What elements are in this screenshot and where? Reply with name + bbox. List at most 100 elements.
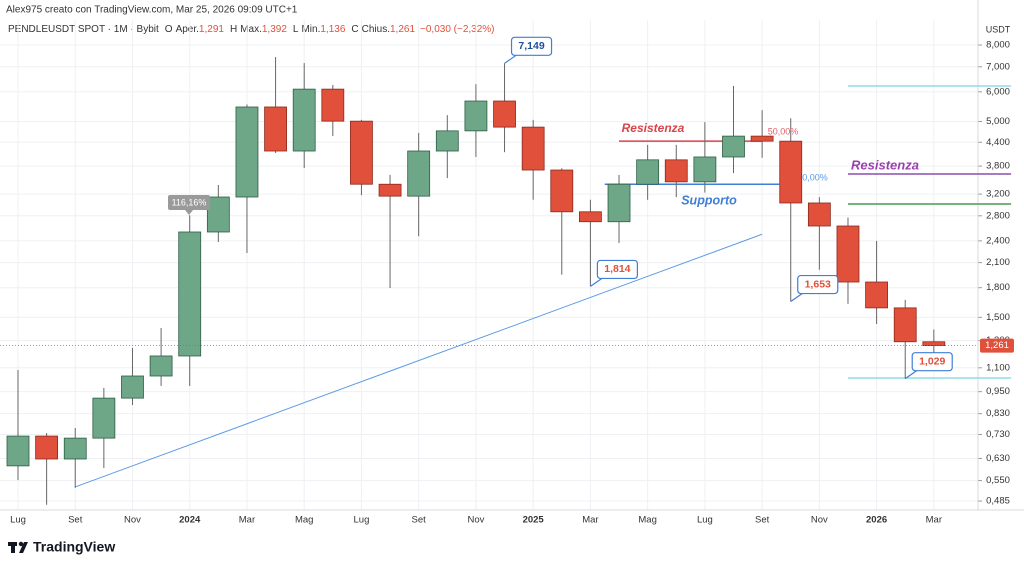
candle-body	[779, 140, 803, 204]
legend-text: Min.	[301, 24, 320, 35]
annotation: 116,16%	[172, 197, 207, 207]
annotation: 0,00%	[802, 172, 828, 182]
x-tick-label: Set	[68, 515, 83, 526]
drawing-line	[75, 233, 763, 488]
credit: Alex975 creato con TradingView.com, Mar …	[6, 5, 298, 16]
candle-body	[464, 100, 488, 132]
percent-box	[168, 195, 210, 210]
candle-body	[922, 341, 946, 346]
annotation: 50,00%	[768, 126, 799, 136]
ohlc-legend: PENDLEUSDT SPOT · 1M · Bybit O Aper.1,291 H…	[8, 24, 495, 35]
brand-logo	[8, 541, 28, 553]
y-tick-label: 2,100	[986, 257, 1010, 268]
callout-box	[510, 36, 553, 56]
brand: TradingView	[33, 539, 115, 555]
x-tick-label: 2026	[866, 515, 887, 526]
annotation: Resistenza	[622, 121, 685, 135]
y-tick-label: 2,400	[986, 235, 1010, 246]
candle-body	[836, 225, 860, 283]
candle-body	[121, 375, 144, 399]
y-tick-label: 4,400	[986, 137, 1010, 148]
x-tick-label: Set	[755, 515, 770, 526]
x-tick-label: Nov	[467, 515, 484, 526]
annotation: Supporto	[681, 193, 737, 207]
legend-value: 1,136	[320, 24, 345, 35]
candle-body	[865, 281, 888, 309]
y-tick-label: 7,000	[986, 61, 1010, 72]
callout-label: 1,814	[604, 263, 630, 275]
candle-body	[378, 183, 402, 197]
candle-body	[35, 435, 59, 460]
callout-label: 1,029	[919, 355, 945, 367]
candle-body	[235, 106, 259, 198]
candle-body	[493, 100, 516, 128]
x-tick-label: Mar	[582, 515, 598, 526]
y-tick-label: 0,730	[986, 429, 1010, 440]
candle-body	[722, 135, 745, 158]
candle-body	[579, 211, 602, 223]
x-tick-label: Nov	[124, 515, 141, 526]
y-tick-label: 5,000	[986, 116, 1010, 127]
candle-body	[607, 183, 631, 223]
callout-box	[596, 259, 639, 280]
candle-body	[693, 156, 717, 183]
y-tick-label: 6,000	[986, 86, 1010, 97]
candle-body	[321, 88, 345, 122]
x-tick-label: Set	[412, 515, 427, 526]
legend-key: C	[351, 24, 358, 35]
candle-body	[664, 159, 688, 183]
y-tick-label: 8,000	[986, 40, 1010, 51]
candle-body	[407, 150, 431, 197]
y-tick-label: 0,550	[986, 475, 1010, 486]
x-tick-label: Mar	[239, 515, 255, 526]
y-tick-label: 0,630	[986, 453, 1010, 464]
candle-body	[350, 120, 373, 185]
x-tick-label: Lug	[10, 515, 26, 526]
y-tick-label: 0,950	[986, 386, 1010, 397]
annotation: Resistenza	[851, 157, 919, 172]
x-tick-label: Lug	[697, 515, 713, 526]
legend-text: Aper.	[176, 24, 199, 35]
callout-label: 7,149	[518, 40, 544, 52]
x-tick-label: Nov	[811, 515, 828, 526]
legend-text: Chius.	[362, 24, 390, 35]
legend-value: 1,261	[390, 24, 415, 35]
grid	[0, 20, 978, 510]
legend-key: H	[230, 24, 237, 35]
candle-body	[92, 397, 116, 439]
legend-change: −0,030 (−2,32%)	[420, 24, 495, 35]
callout-label: 1,653	[805, 278, 831, 290]
callout-box	[911, 352, 953, 372]
last-price-label: 1,261	[985, 340, 1009, 351]
currency: USDT	[986, 24, 1011, 34]
y-tick-label: 2,800	[986, 210, 1010, 221]
candle-body	[807, 202, 831, 227]
legend-key: L	[293, 24, 299, 35]
x-tick-label: Mag	[638, 515, 656, 526]
legend-key: O	[165, 24, 173, 35]
y-tick-label: 1,500	[986, 312, 1010, 323]
candle-body	[292, 88, 316, 152]
y-tick-label: 1,800	[986, 282, 1010, 293]
y-tick-label: 0,485	[986, 496, 1010, 507]
symbol: PENDLEUSDT SPOT · 1M · Bybit	[8, 24, 159, 35]
candle-body	[264, 106, 287, 152]
x-tick-label: Mag	[295, 515, 313, 526]
legend-text: Max.	[240, 24, 262, 35]
legend-value: 1,291	[199, 24, 224, 35]
candle-body	[750, 135, 774, 142]
x-tick-label: 2025	[523, 515, 545, 526]
candle-body	[893, 307, 917, 343]
candle-body	[206, 196, 230, 233]
y-tick-label: 1,100	[986, 362, 1010, 373]
candle-body	[178, 231, 202, 357]
candle-body	[636, 159, 660, 185]
candle-body	[435, 130, 459, 152]
x-tick-label: 2024	[179, 515, 201, 526]
x-tick-label: Mar	[926, 515, 942, 526]
last-price-tag	[980, 338, 1014, 353]
y-tick-label: 3,800	[986, 161, 1010, 172]
y-tick-label: 3,200	[986, 189, 1010, 200]
candle-body	[550, 169, 574, 213]
